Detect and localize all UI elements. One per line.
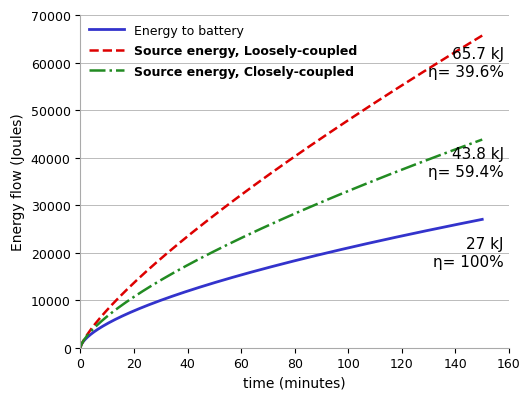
Text: 43.8 kJ
η= 59.4%: 43.8 kJ η= 59.4% [428,147,504,179]
Source energy, Loosely-coupled [270,170,277,174]
Source energy, Closely-coupled [270,221,277,226]
Source energy, Loosely-coupled [295,152,301,157]
Legend: Energy to battery, Source energy, Loosely-coupled, Source energy, Closely-couple: Energy to battery, Source energy, Loosel… [84,20,362,84]
Y-axis label: Energy flow (Joules): Energy flow (Joules) [11,113,25,251]
X-axis label: time (minutes): time (minutes) [243,376,346,390]
Source energy, Loosely-coupled [406,79,413,83]
Source energy, Loosely-coupled [317,138,323,142]
Energy to battery [270,264,277,269]
Source energy, Closely-coupled [469,141,476,146]
Line: Source energy, Loosely-coupled: Source energy, Loosely-coupled [80,36,482,348]
Text: 65.7 kJ
η= 39.6%: 65.7 kJ η= 39.6% [428,47,504,80]
Energy to battery [295,258,301,263]
Energy to battery [406,232,413,237]
Source energy, Closely-coupled [479,138,485,143]
Source energy, Loosely-coupled [77,345,84,350]
Energy to battery [469,219,476,224]
Energy to battery [77,345,84,350]
Line: Energy to battery: Energy to battery [80,220,482,348]
Source energy, Closely-coupled [295,211,301,215]
Energy to battery [479,217,485,222]
Source energy, Loosely-coupled [479,34,485,39]
Source energy, Closely-coupled [268,222,275,227]
Energy to battery [317,253,323,257]
Source energy, Loosely-coupled [469,40,476,45]
Source energy, Closely-coupled [77,345,84,350]
Source energy, Loosely-coupled [268,171,275,176]
Source energy, Closely-coupled [317,201,323,206]
Energy to battery [268,265,275,269]
Text: 27 kJ
η= 100%: 27 kJ η= 100% [433,237,504,269]
Line: Source energy, Closely-coupled: Source energy, Closely-coupled [80,140,482,348]
Source energy, Closely-coupled [406,165,413,170]
